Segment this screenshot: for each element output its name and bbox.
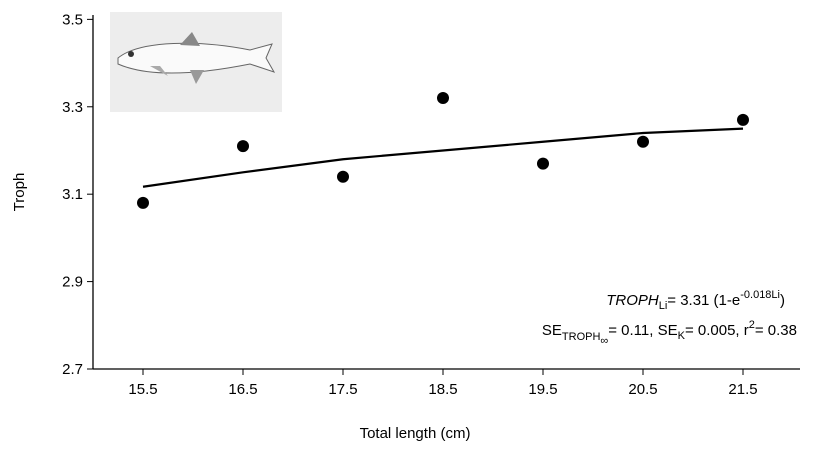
data-point: [237, 140, 249, 153]
data-point: [437, 92, 449, 105]
stats: SETROPH∞= 0.11, SEK= 0.005, r2= 0.38: [542, 319, 797, 347]
stats-part: = 0.38: [755, 322, 797, 339]
x-tick-label: 21.5: [728, 381, 757, 398]
x-tick-label: 20.5: [628, 381, 657, 398]
eq-part: TROPH: [606, 292, 659, 309]
eq-part: Li: [659, 300, 668, 312]
y-tick-label: 3.1: [62, 186, 83, 203]
stats-part: = 0.11, SE: [608, 322, 677, 339]
data-point: [537, 157, 549, 170]
y-tick-label: 2.9: [62, 274, 83, 291]
stats-part: 2: [749, 319, 755, 331]
data-point: [637, 135, 649, 148]
x-tick-label: 19.5: [528, 381, 557, 398]
eq-part: = 3.31 (1-e: [667, 292, 740, 309]
stats-part: TROPH: [562, 331, 601, 343]
eq-part: -0.018Li: [740, 289, 780, 301]
data-point: [737, 113, 749, 126]
fish-illustration: [110, 12, 282, 112]
y-tick-label: 3.5: [62, 11, 83, 28]
fit-curve: [142, 127, 744, 188]
x-axis-title: Total length (cm): [360, 425, 471, 442]
data-point: [337, 170, 349, 183]
stats-part: ∞: [600, 335, 608, 347]
y-tick-label: 2.7: [62, 361, 83, 378]
x-tick-label: 16.5: [228, 381, 257, 398]
x-tick-label: 15.5: [128, 381, 157, 398]
equation: TROPHLi= 3.31 (1-e-0.018Li): [606, 289, 785, 312]
x-tick-label: 18.5: [428, 381, 457, 398]
stats-part: = 0.005, r: [685, 322, 749, 339]
data-point: [137, 196, 149, 209]
eq-part: ): [780, 292, 785, 309]
y-axis-title: Troph: [11, 173, 28, 212]
y-tick-label: 3.3: [62, 99, 83, 116]
stats-part: K: [678, 330, 686, 342]
stats-part: SE: [542, 322, 562, 339]
x-tick-label: 17.5: [328, 381, 357, 398]
